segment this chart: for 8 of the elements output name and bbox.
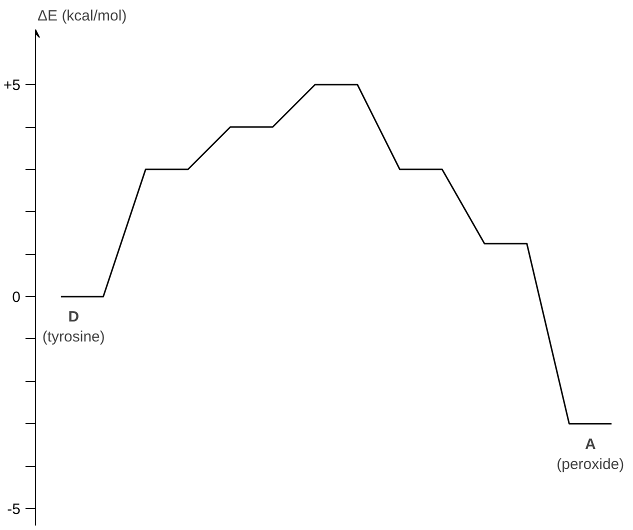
annotation: D	[68, 308, 80, 326]
y-axis-title: ΔE (kcal/mol)	[38, 8, 127, 24]
y-tick-label: +5	[3, 77, 21, 94]
annotation: (peroxide)	[556, 456, 624, 473]
y-tick-label: 0	[12, 289, 20, 306]
annotation: (tyrosine)	[42, 328, 105, 346]
annotation: A	[584, 436, 596, 453]
y-tick-label: -5	[7, 501, 21, 518]
